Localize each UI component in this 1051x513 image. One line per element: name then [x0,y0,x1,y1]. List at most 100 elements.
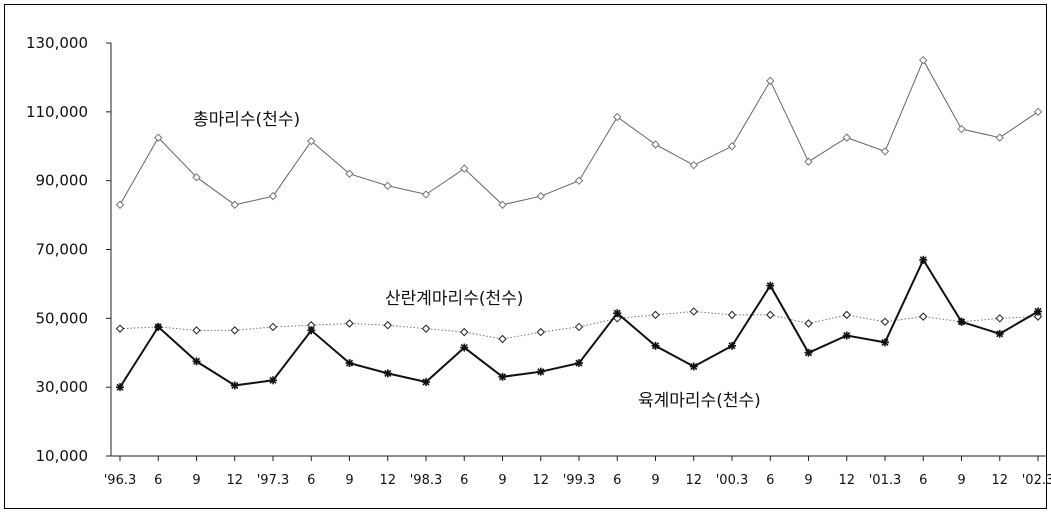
data-point [498,334,507,344]
x-tick-label: '99.3 [563,473,596,488]
data-point [842,310,851,320]
x-tick-label: 9 [498,473,506,488]
data-point [957,124,966,134]
axes: 130,000 110,000 90,000 70,000 50,000 30,000 10… [26,34,1051,488]
data-point [230,326,239,335]
data-point [345,169,354,178]
x-tick-label: 12 [991,473,1008,488]
data-point [422,378,430,387]
y-tick-label: 30,000 [36,378,89,396]
data-point [192,173,201,182]
data-point [1034,307,1042,316]
x-tick-label: 9 [651,473,659,488]
data-point [269,376,277,385]
data-point [421,324,431,333]
data-point [460,327,469,337]
data-point [766,310,775,320]
data-point [192,326,201,335]
x-tick-label: 6 [766,473,774,488]
data-point [1033,107,1043,117]
data-point [804,319,813,328]
data-point [842,133,851,142]
data-point [116,383,124,392]
data-point [804,157,813,166]
x-tick-label: 9 [957,473,965,488]
x-tick-label: '97.3 [257,473,290,488]
data-point [995,314,1004,323]
data-point [307,326,316,335]
data-point [766,281,775,290]
data-point [154,133,163,142]
series-0 [115,56,1043,209]
data-point [880,317,890,326]
series-label-2: 육계마리수(천수) [638,391,761,411]
data-point [613,112,622,122]
x-tick-label: 6 [613,473,621,488]
data-point [115,200,125,209]
x-tick-label: 12 [379,473,396,488]
data-point [460,164,469,173]
data-point [460,343,469,352]
data-point [804,348,813,357]
data-point [383,181,392,191]
data-point [268,191,278,201]
data-point [727,142,737,151]
data-point [919,255,928,264]
x-tick-label: 6 [919,473,927,488]
x-tick-label: '01.3 [869,473,902,488]
data-point [192,357,201,366]
x-tick-label: 6 [154,473,162,488]
chart-frame [4,4,1047,509]
x-tick-label: 12 [226,473,243,488]
y-tick-label: 50,000 [36,309,89,327]
data-point [307,136,316,146]
series-labels: 총마리수(천수) 산란계마리수(천수) 육계마리수(천수) [193,110,761,411]
data-point [689,362,698,371]
data-point [995,133,1004,142]
data-point [842,331,851,340]
y-tick-label: 70,000 [36,241,89,259]
x-tick-label: 6 [460,473,468,488]
data-point [115,324,125,333]
data-point [230,381,239,390]
y-tick-label: 110,000 [26,103,88,121]
data-point [536,191,545,201]
data-point [536,327,545,337]
data-point [498,372,507,381]
data-point [689,307,698,316]
data-point [383,369,392,378]
data-point [651,310,660,320]
data-point [230,200,239,209]
x-tick-label: 12 [532,473,549,488]
data-point [766,76,775,86]
data-point [345,319,354,328]
data-point [574,322,584,332]
data-point [154,322,163,331]
data-point [919,312,928,321]
series-1 [115,307,1043,344]
data-point [880,147,890,156]
data-point [421,190,431,199]
series-group [115,56,1043,392]
data-point [498,200,507,209]
x-tick-label: 12 [685,473,702,488]
data-point [345,359,354,368]
data-point [881,338,889,347]
x-tick-label: '00.3 [716,473,749,488]
data-point [268,322,278,332]
x-tick-label: 9 [804,473,812,488]
x-tick-label: '98.3 [410,473,443,488]
series-label-0: 총마리수(천수) [193,110,300,130]
data-point [957,317,966,326]
data-point [727,310,737,320]
data-point [689,160,698,170]
data-point [651,341,660,350]
data-point [651,140,660,149]
series-label-1: 산란계마리수(천수) [385,289,523,309]
data-point [574,176,584,185]
y-tick-label: 90,000 [36,172,89,190]
x-tick-label: 9 [345,473,353,488]
data-point [383,321,392,330]
data-point [536,367,545,376]
